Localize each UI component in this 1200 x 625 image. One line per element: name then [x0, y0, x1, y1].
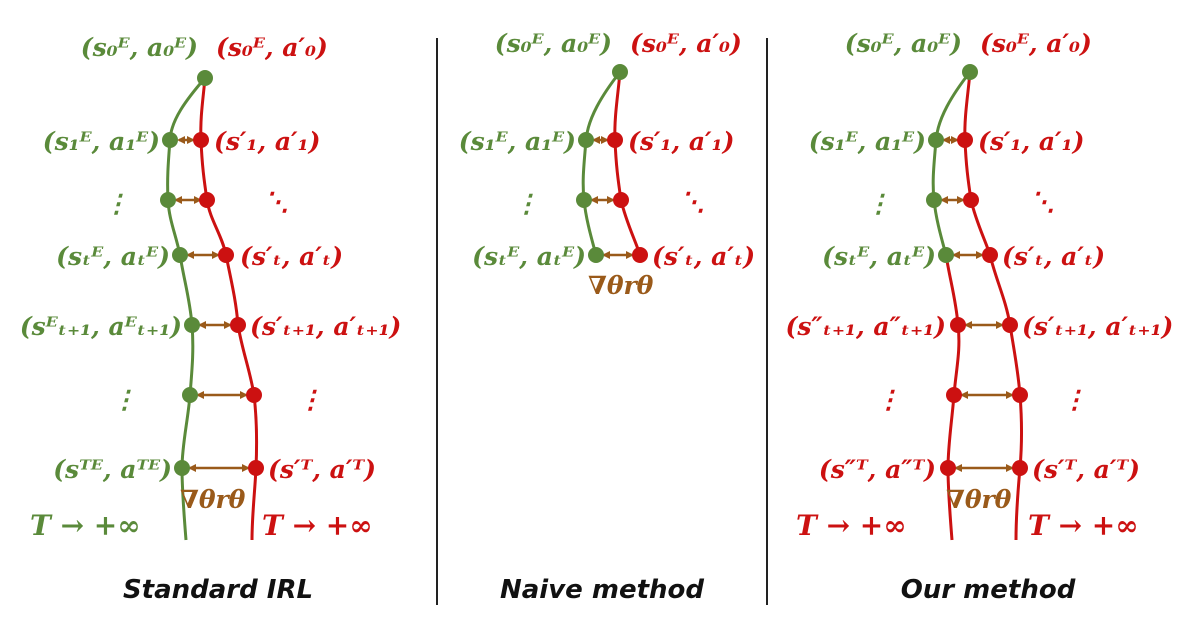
label-policy-t: (s′ₜ, a′ₜ) — [652, 242, 755, 271]
trajectory-nodes — [926, 64, 1028, 476]
label-policy-t-plus-1: (s′ₜ₊₁, a′ₜ₊₁) — [1022, 312, 1173, 341]
gradient-arrows — [940, 136, 1014, 472]
label-gradient: ∇θrθ — [180, 485, 246, 514]
label-policy-0: (s₀ᴱ, a′₀) — [216, 33, 328, 62]
label-expert-0: (s₀ᴱ, a₀ᴱ) — [495, 29, 612, 58]
label-policy-1: (s′₁, a′₁) — [978, 127, 1084, 156]
label-gradient: ∇θrθ — [946, 485, 1012, 514]
label-expert-0: (s₀ᴱ, a₀ᴱ) — [81, 33, 198, 62]
label-policy-t-plus-1: (s′ₜ₊₁, a′ₜ₊₁) — [250, 312, 401, 341]
ddots-policy: ⋱ — [1030, 187, 1055, 216]
label-policy-t: (s′ₜ, a′ₜ) — [1002, 242, 1105, 271]
label-policy-T: (s′ᵀ, a′ᵀ) — [1032, 455, 1140, 484]
label-expert-1: (s₁ᴱ, a₁ᴱ) — [43, 127, 160, 156]
ddots-policy: ⋱ — [680, 187, 705, 216]
label-expert-t: (sₜᴱ, aₜᴱ) — [56, 242, 170, 271]
label-horizon-expert: T → +∞ — [30, 509, 141, 542]
policy-trajectory — [613, 71, 642, 256]
expert-trajectory — [931, 71, 972, 256]
expert-trajectory — [581, 71, 622, 256]
vdots-expert: ⋮ — [104, 189, 129, 218]
caption-naive-method: Naive method — [500, 575, 704, 605]
label-horizon-policy: T → +∞ — [262, 509, 373, 542]
vdots-rollout: ⋮ — [876, 385, 901, 414]
label-policy-t: (s′ₜ, a′ₜ) — [240, 242, 343, 271]
label-policy-1: (s′₁, a′₁) — [628, 127, 734, 156]
trajectory-nodes — [576, 64, 648, 263]
label-policy-0: (s₀ᴱ, a′₀) — [980, 29, 1092, 58]
label-expert-1: (s₁ᴱ, a₁ᴱ) — [459, 127, 576, 156]
label-expert-t-plus-1: (sᴱₜ₊₁, aᴱₜ₊₁) — [20, 312, 182, 341]
label-policy-0: (s₀ᴱ, a′₀) — [630, 29, 742, 58]
vdots-expert-2: ⋮ — [112, 385, 137, 414]
label-expert-1: (s₁ᴱ, a₁ᴱ) — [809, 127, 926, 156]
label-policy-T: (s′ᵀ, a′ᵀ) — [268, 455, 376, 484]
panel-our-method: (s₀ᴱ, a₀ᴱ) (s₀ᴱ, a′₀) (s₁ᴱ, a₁ᴱ) (s′₁, a… — [786, 29, 1174, 605]
label-expert-0: (s₀ᴱ, a₀ᴱ) — [845, 29, 962, 58]
vdots-policy-2: ⋮ — [298, 385, 323, 414]
label-horizon-policy: T → +∞ — [1028, 509, 1139, 542]
gradient-arrows — [174, 136, 250, 472]
label-expert-T: (sᵀᴱ, aᵀᴱ) — [53, 455, 172, 484]
vdots-policy-2: ⋮ — [1062, 385, 1087, 414]
caption-standard-irl: Standard IRL — [123, 575, 313, 605]
vdots-expert: ⋮ — [866, 189, 891, 218]
label-gradient: ∇θrθ — [588, 271, 654, 300]
panel-naive-method: (s₀ᴱ, a₀ᴱ) (s₀ᴱ, a′₀) (s₁ᴱ, a₁ᴱ) (s′₁, a… — [459, 29, 755, 605]
label-rollout-T: (s″ᵀ, a″ᵀ) — [819, 455, 936, 484]
vdots-expert: ⋮ — [514, 189, 539, 218]
panel-standard-irl: (s₀ᴱ, a₀ᴱ) (s₀ᴱ, a′₀) (s₁ᴱ, a₁ᴱ) (s′₁, a… — [20, 33, 402, 605]
trajectory-nodes — [160, 70, 264, 476]
label-expert-t: (sₜᴱ, aₜᴱ) — [822, 242, 936, 271]
ddots-policy: ⋱ — [264, 187, 289, 216]
label-rollout-t-plus-1: (s″ₜ₊₁, a″ₜ₊₁) — [786, 312, 947, 341]
caption-our-method: Our method — [901, 575, 1076, 605]
label-expert-t: (sₜᴱ, aₜᴱ) — [472, 242, 586, 271]
label-policy-1: (s′₁, a′₁) — [214, 127, 320, 156]
gradient-arrows — [590, 136, 634, 259]
label-horizon-rollout: T → +∞ — [796, 509, 907, 542]
